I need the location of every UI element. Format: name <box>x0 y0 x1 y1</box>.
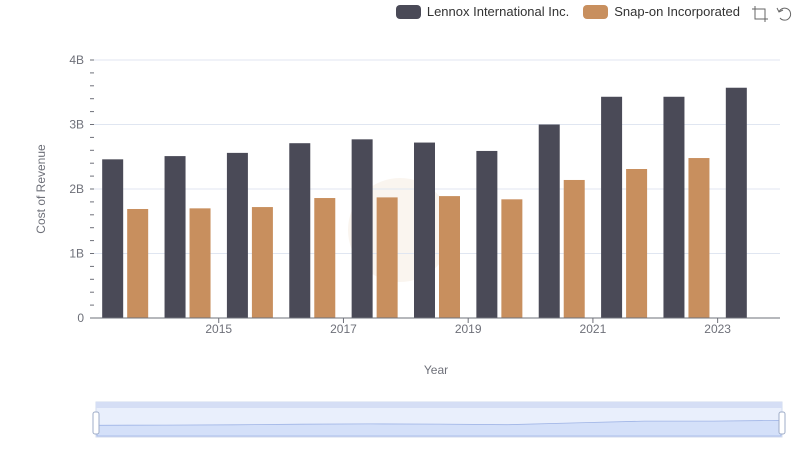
bar-lennox-2016[interactable] <box>226 152 248 318</box>
x-tick-label: 2023 <box>704 322 731 336</box>
bar-lennox-2021[interactable] <box>538 124 560 319</box>
bar-snapon-2014[interactable] <box>127 208 149 318</box>
x-tick-label: 2021 <box>580 322 607 336</box>
x-axis-title: Year <box>424 363 448 377</box>
data-zoom-slider[interactable] <box>92 401 786 438</box>
bars <box>102 87 747 319</box>
legend-swatch-snapon <box>583 4 609 19</box>
x-tick-label: 2015 <box>205 322 232 336</box>
bar-snapon-2015[interactable] <box>189 208 211 318</box>
bar-lennox-2018[interactable] <box>351 139 373 318</box>
bar-lennox-2023[interactable] <box>663 96 685 318</box>
bar-snapon-2022[interactable] <box>626 169 648 318</box>
legend-item-lennox[interactable]: Lennox International Inc. <box>395 4 570 19</box>
bar-snapon-2020[interactable] <box>501 199 523 318</box>
y-tick-label: 4B <box>69 53 84 67</box>
legend-swatch-lennox <box>395 4 421 19</box>
bar-snapon-2018[interactable] <box>376 197 398 318</box>
legend: Lennox International Inc. Snap-on Incorp… <box>395 4 740 19</box>
bar-snapon-2019[interactable] <box>439 196 460 318</box>
bar-lennox-2020[interactable] <box>476 150 498 318</box>
zoom-icon[interactable] <box>752 6 768 22</box>
legend-item-snapon[interactable]: Snap-on Incorporated <box>583 4 740 19</box>
bar-snapon-2023[interactable] <box>688 158 710 318</box>
bar-lennox-2014[interactable] <box>102 159 124 318</box>
slider-right-handle[interactable] <box>778 411 786 435</box>
y-tick-label: 2B <box>69 182 84 196</box>
y-tick-label: 1B <box>69 247 84 261</box>
y-tick-label: 0 <box>77 311 84 325</box>
restore-icon[interactable] <box>776 6 792 22</box>
bar-lennox-2024[interactable] <box>725 87 747 318</box>
slider-left-handle[interactable] <box>92 411 100 435</box>
bar-lennox-2022[interactable] <box>601 96 623 318</box>
bar-lennox-2017[interactable] <box>289 143 311 318</box>
x-tick-label: 2019 <box>455 322 482 336</box>
slider-top-bar <box>96 402 782 408</box>
y-axis-labels: 0 1B 2B 3B 4B <box>69 53 84 325</box>
bar-snapon-2017[interactable] <box>314 198 336 318</box>
bar-lennox-2015[interactable] <box>164 156 186 318</box>
bar-snapon-2021[interactable] <box>563 179 585 318</box>
legend-label-snapon: Snap-on Incorporated <box>614 4 740 19</box>
bar-snapon-2016[interactable] <box>251 207 273 318</box>
y-axis-title: Cost of Revenue <box>34 144 48 234</box>
toolbox <box>752 6 792 22</box>
bar-lennox-2019[interactable] <box>414 142 435 318</box>
x-axis: 2015 2017 2019 2021 2023 <box>94 317 780 336</box>
y-tick-label: 3B <box>69 118 84 132</box>
legend-label-lennox: Lennox International Inc. <box>426 4 570 19</box>
y-minor-ticks <box>90 59 94 319</box>
x-tick-label: 2017 <box>330 322 357 336</box>
